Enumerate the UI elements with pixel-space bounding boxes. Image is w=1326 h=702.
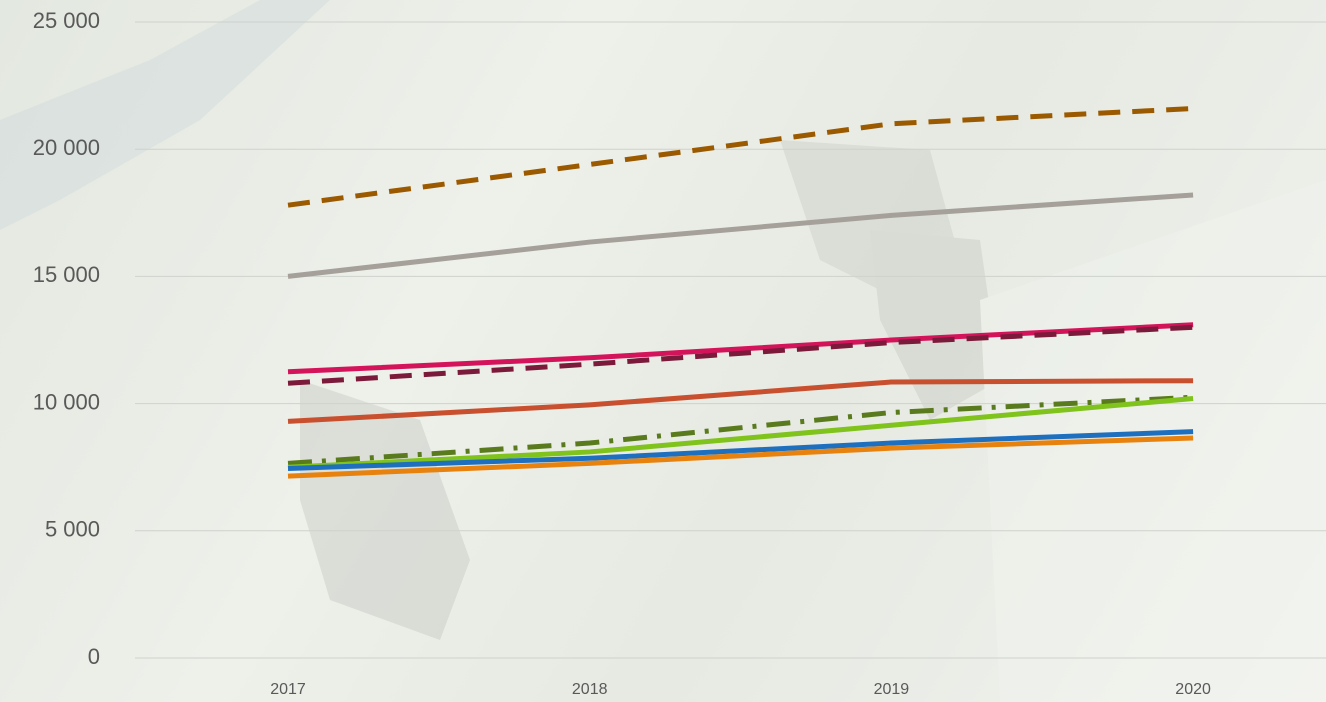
x-tick-label: 2018 bbox=[572, 681, 608, 698]
series-line bbox=[288, 108, 1193, 205]
y-tick-label: 5 000 bbox=[45, 517, 100, 542]
series-line bbox=[288, 195, 1193, 276]
y-tick-label: 0 bbox=[88, 644, 100, 669]
y-tick-label: 10 000 bbox=[33, 389, 100, 414]
x-tick-label: 2017 bbox=[270, 681, 306, 698]
x-tick-label: 2020 bbox=[1175, 681, 1211, 698]
chart: 0 5 000 10 000 15 000 20 000 25 000 2017 2018 20… bbox=[0, 0, 1326, 702]
y-tick-label: 15 000 bbox=[33, 262, 100, 287]
y-tick-label: 25 000 bbox=[33, 8, 100, 33]
y-tick-label: 20 000 bbox=[33, 135, 100, 160]
x-tick-label: 2019 bbox=[874, 681, 910, 698]
